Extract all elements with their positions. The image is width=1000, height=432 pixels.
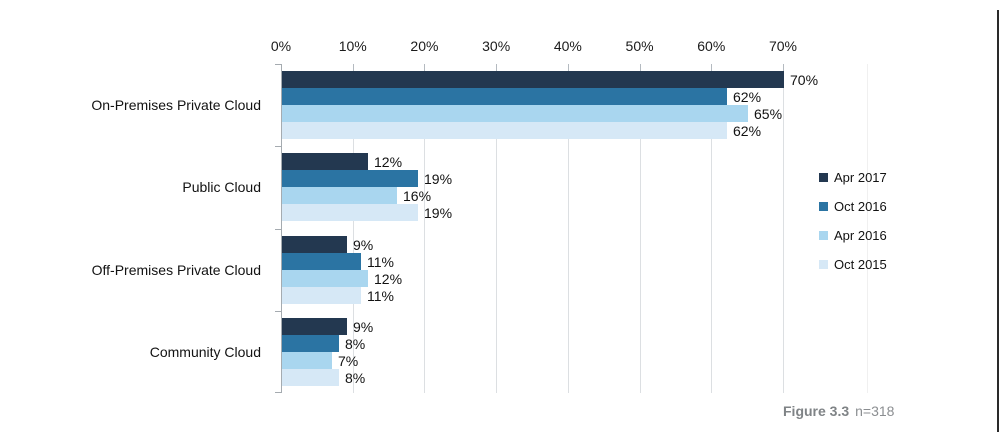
bar-oct-2015	[282, 204, 418, 221]
sample-size: n=318	[855, 403, 895, 419]
legend-item: Oct 2015	[819, 256, 887, 273]
bar-value-label: 8%	[345, 335, 366, 352]
bar-apr-2017	[282, 153, 368, 170]
category-axis-tick	[275, 146, 281, 147]
bar-apr-2017	[282, 71, 784, 88]
bar-value-label: 62%	[733, 88, 762, 105]
category-label: Community Cloud	[149, 344, 261, 360]
category-axis-tick	[275, 64, 281, 65]
bar-value-label: 12%	[374, 153, 403, 170]
bar-apr-2016	[282, 270, 368, 287]
gridline-tick	[711, 64, 712, 76]
bar-apr-2017	[282, 236, 347, 253]
x-axis-tick-label: 0%	[270, 38, 292, 54]
gridline	[640, 64, 641, 393]
legend-swatch-icon	[819, 260, 828, 269]
legend-swatch-icon	[819, 173, 828, 182]
legend-label: Apr 2017	[834, 170, 887, 185]
bar-value-label: 70%	[790, 71, 819, 88]
category-label: Off-Premises Private Cloud	[91, 262, 261, 278]
bar-apr-2016	[282, 105, 748, 122]
legend-swatch-icon	[819, 202, 828, 211]
bar-oct-2016	[282, 88, 727, 105]
category-axis-tick	[275, 392, 281, 393]
legend-item: Apr 2016	[819, 227, 887, 244]
gridline-tick	[783, 64, 784, 76]
page-edge-line	[997, 10, 999, 432]
gridline	[424, 64, 425, 393]
bar-oct-2016	[282, 253, 361, 270]
bar-oct-2016	[282, 335, 339, 352]
bar-value-label: 9%	[353, 318, 374, 335]
category-label: On-Premises Private Cloud	[91, 97, 261, 113]
x-axis-tick-label: 30%	[482, 38, 511, 54]
gridline	[568, 64, 569, 393]
bar-value-label: 12%	[374, 270, 403, 287]
bar-value-label: 19%	[424, 170, 453, 187]
legend-item: Apr 2017	[819, 169, 887, 186]
category-axis-tick	[275, 229, 281, 230]
bar-oct-2015	[282, 369, 339, 386]
bar-value-label: 7%	[338, 352, 359, 369]
x-axis-tick-label: 40%	[553, 38, 582, 54]
bar-oct-2015	[282, 122, 727, 139]
legend-label: Apr 2016	[834, 228, 887, 243]
gridline-tick	[424, 64, 425, 76]
category-axis-tick	[275, 311, 281, 312]
bar-value-label: 65%	[754, 105, 783, 122]
bar-value-label: 19%	[424, 204, 453, 221]
gridline	[711, 64, 712, 393]
gridline-tick	[568, 64, 569, 76]
legend-swatch-icon	[819, 231, 828, 240]
x-axis-tick-label: 10%	[338, 38, 367, 54]
gridline	[496, 64, 497, 393]
bar-value-label: 16%	[403, 187, 432, 204]
bar-oct-2015	[282, 287, 361, 304]
legend-label: Oct 2016	[834, 199, 887, 214]
figure-number: Figure 3.3	[783, 403, 850, 419]
x-axis-tick-label: 20%	[410, 38, 439, 54]
bar-oct-2016	[282, 170, 418, 187]
legend-item: Oct 2016	[819, 198, 887, 215]
chart-legend: Apr 2017 Oct 2016 Apr 2016 Oct 2015	[819, 169, 887, 285]
gridline-tick	[640, 64, 641, 76]
bar-value-label: 11%	[367, 287, 394, 304]
bar-apr-2016	[282, 352, 332, 369]
bar-value-label: 11%	[367, 253, 394, 270]
gridline	[783, 64, 784, 393]
x-axis-tick-label: 70%	[768, 38, 797, 54]
value-axis-line	[281, 64, 282, 393]
bar-apr-2017	[282, 318, 347, 335]
chart-plot-area: 70% 62% 65% 62% 12% 19% 16% 19% 9% 11% 12% 11% 9% 8% 7…	[275, 64, 868, 393]
gridline-tick	[496, 64, 497, 76]
gridline-tick	[353, 64, 354, 76]
bar-value-label: 9%	[353, 236, 374, 253]
gridline	[353, 64, 354, 393]
bar-apr-2016	[282, 187, 397, 204]
legend-label: Oct 2015	[834, 257, 887, 272]
bar-value-label: 62%	[733, 122, 762, 139]
category-label: Public Cloud	[182, 179, 261, 195]
x-axis-tick-label: 60%	[697, 38, 726, 54]
x-axis-tick-label: 50%	[625, 38, 654, 54]
figure-caption: Figure 3.3 n=318	[783, 403, 894, 419]
bar-value-label: 8%	[345, 369, 366, 386]
